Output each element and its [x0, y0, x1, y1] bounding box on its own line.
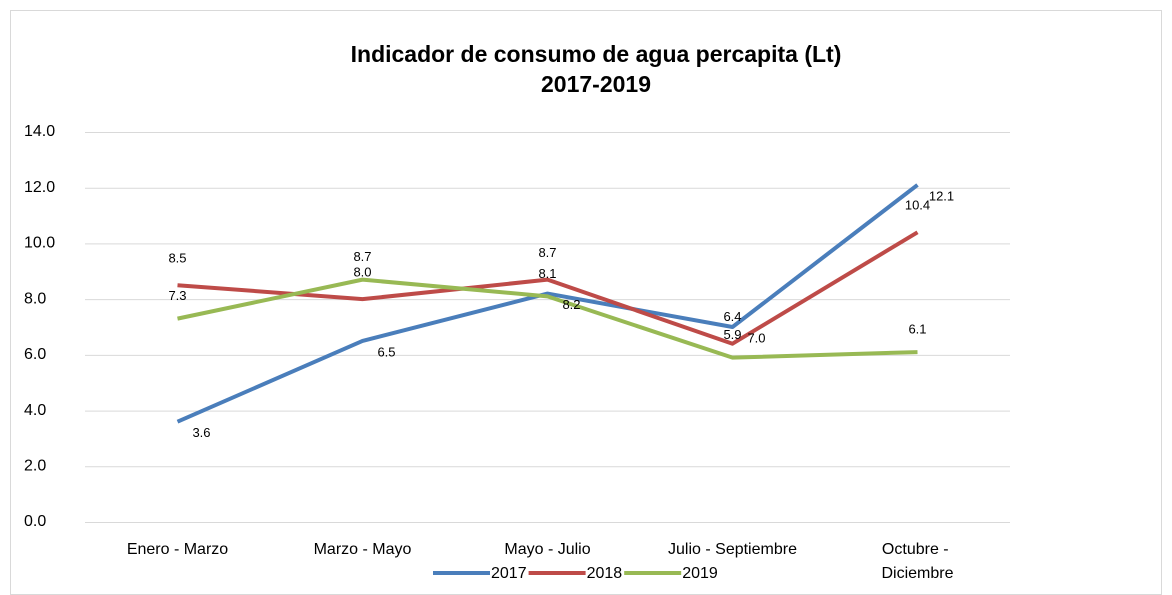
data-label: 6.4 — [723, 309, 741, 324]
x-tick-label: Octubre - Diciembre — [881, 541, 953, 582]
data-label: 8.0 — [353, 265, 371, 280]
y-tick-label: 12.0 — [24, 179, 55, 196]
series-line — [177, 277, 918, 360]
data-label: 8.2 — [562, 297, 580, 312]
legend-label: 2018 — [587, 565, 623, 582]
chart-subtitle: 2017-2019 — [541, 71, 651, 97]
data-label: 8.7 — [353, 249, 371, 264]
y-tick-label: 0.0 — [24, 513, 46, 530]
legend-label: 2019 — [682, 565, 718, 582]
data-label: 6.5 — [377, 344, 395, 359]
y-tick-label: 14.0 — [24, 123, 55, 140]
chart-title: Indicador de consumo de agua percapita (… — [351, 41, 842, 67]
data-label: 7.0 — [747, 330, 765, 345]
x-tick-label: Mayo - Julio — [504, 541, 590, 558]
x-tick-label: Marzo - Mayo — [314, 541, 412, 558]
data-label: 8.5 — [168, 251, 186, 266]
data-label: 8.7 — [538, 245, 556, 260]
data-label: 10.4 — [905, 198, 930, 213]
y-tick-label: 4.0 — [24, 402, 46, 419]
data-label: 12.1 — [929, 188, 954, 203]
x-tick-label: Julio - Septiembre — [668, 541, 797, 558]
legend-label: 2017 — [491, 565, 527, 582]
data-label: 6.1 — [908, 322, 926, 337]
data-label: 7.3 — [168, 288, 186, 303]
y-tick-label: 2.0 — [24, 458, 46, 475]
data-label: 5.9 — [723, 327, 741, 342]
y-tick-label: 10.0 — [24, 235, 55, 252]
data-label: 3.6 — [192, 425, 210, 440]
data-label: 8.1 — [538, 266, 556, 281]
x-tick-label: Enero - Marzo — [127, 541, 228, 558]
series-line — [176, 183, 919, 424]
y-tick-label: 8.0 — [24, 290, 46, 307]
y-tick-label: 6.0 — [24, 346, 46, 363]
